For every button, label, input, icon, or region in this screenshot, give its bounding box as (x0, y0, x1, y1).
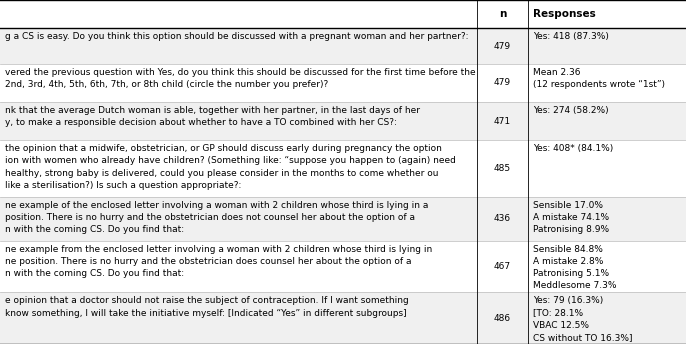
Bar (0, 28, 686, 64)
Text: ne example from the enclosed letter involving a woman with 2 children whose thir: ne example from the enclosed letter invo… (5, 245, 432, 278)
Text: g a CS is easy. Do you think this option should be discussed with a pregnant wom: g a CS is easy. Do you think this option… (5, 32, 469, 41)
Text: Yes: 274 (58.2%): Yes: 274 (58.2%) (533, 106, 609, 115)
Text: ne example of the enclosed letter involving a woman with 2 children whose third : ne example of the enclosed letter involv… (5, 201, 428, 234)
Text: Responses: Responses (533, 9, 596, 19)
Text: the opinion that a midwife, obstetrician, or GP should discuss early during preg: the opinion that a midwife, obstetrician… (5, 144, 456, 190)
Bar (0, 140, 686, 197)
Text: 485: 485 (494, 164, 511, 173)
Text: nk that the average Dutch woman is able, together with her partner, in the last : nk that the average Dutch woman is able,… (5, 106, 420, 127)
Text: Yes: 418 (87.3%): Yes: 418 (87.3%) (533, 32, 609, 41)
Text: Yes: 408* (84.1%): Yes: 408* (84.1%) (533, 144, 613, 153)
Text: vered the previous question with Yes, do you think this should be discussed for : vered the previous question with Yes, do… (5, 68, 475, 89)
Text: Mean 2.36
(12 respondents wrote “1st”): Mean 2.36 (12 respondents wrote “1st”) (533, 68, 665, 89)
Bar (0, 197, 686, 241)
Text: Sensible 84.8%
A mistake 2.8%
Patronising 5.1%
Meddlesome 7.3%: Sensible 84.8% A mistake 2.8% Patronisin… (533, 245, 617, 290)
Text: 467: 467 (494, 262, 511, 271)
Text: Sensible 17.0%
A mistake 74.1%
Patronising 8.9%: Sensible 17.0% A mistake 74.1% Patronisi… (533, 201, 609, 234)
Text: Yes: 79 (16.3%)
[TO: 28.1%
VBAC 12.5%
CS without TO 16.3%]: Yes: 79 (16.3%) [TO: 28.1% VBAC 12.5% CS… (533, 297, 632, 342)
Text: 486: 486 (494, 314, 511, 323)
Text: n: n (499, 9, 506, 19)
Text: e opinion that a doctor should not raise the subject of contraception. If I want: e opinion that a doctor should not raise… (5, 297, 409, 318)
Bar (0, 241, 686, 292)
Text: 479: 479 (494, 78, 511, 87)
Bar (0, 292, 686, 344)
Text: 471: 471 (494, 117, 511, 126)
Bar (0, 64, 686, 102)
Text: 436: 436 (494, 214, 511, 223)
Text: 479: 479 (494, 42, 511, 51)
Bar (0, 102, 686, 140)
